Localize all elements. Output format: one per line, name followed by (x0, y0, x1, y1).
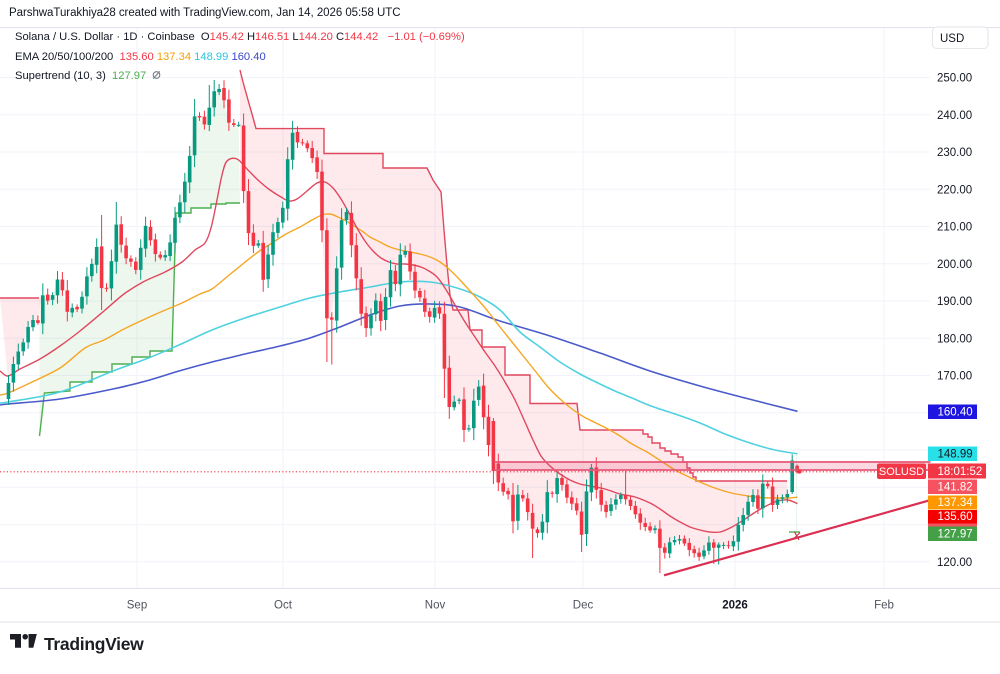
svg-text:220.00: 220.00 (937, 184, 972, 196)
svg-text:190.00: 190.00 (937, 296, 972, 308)
svg-text:Feb: Feb (874, 600, 894, 612)
svg-text:135.60: 135.60 (938, 511, 973, 523)
svg-text:Oct: Oct (274, 600, 293, 612)
svg-text:Dec: Dec (573, 600, 594, 612)
svg-text:USD: USD (940, 33, 964, 45)
svg-text:Nov: Nov (425, 600, 446, 612)
svg-text:2026: 2026 (722, 600, 748, 612)
svg-text:120.00: 120.00 (937, 557, 972, 569)
svg-text:160.40: 160.40 (938, 407, 973, 419)
svg-text:141.82: 141.82 (938, 482, 973, 494)
svg-text:127.97: 127.97 (938, 529, 973, 541)
svg-text:148.99: 148.99 (938, 449, 973, 461)
svg-text:137.34: 137.34 (938, 497, 974, 509)
svg-text:210.00: 210.00 (937, 222, 972, 234)
svg-text:180.00: 180.00 (937, 333, 972, 345)
svg-text:18:01:52: 18:01:52 (938, 466, 983, 478)
svg-text:170.00: 170.00 (937, 371, 972, 383)
svg-text:240.00: 240.00 (937, 110, 972, 122)
svg-text:SOLUSD: SOLUSD (879, 466, 924, 478)
svg-text:230.00: 230.00 (937, 147, 972, 159)
svg-text:200.00: 200.00 (937, 259, 972, 271)
svg-text:Sep: Sep (127, 600, 147, 612)
svg-text:250.00: 250.00 (937, 73, 972, 85)
